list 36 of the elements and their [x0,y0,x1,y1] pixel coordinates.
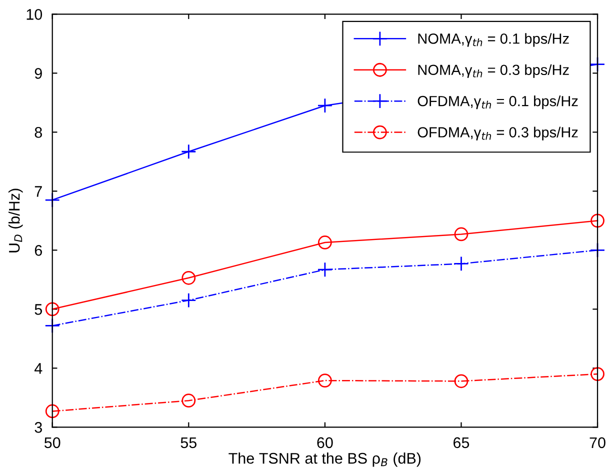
y-tick-label: 4 [34,363,42,374]
point [181,144,196,160]
point [44,318,60,334]
x-tick-label: 50 [44,437,60,448]
point [45,404,60,418]
point [44,192,60,208]
x-tick-label: 65 [454,437,470,448]
legend-label: NOMA,γ$_{th}$ = 0.1 bps/Hz [418,33,569,47]
point [454,374,468,388]
x-tick-label: 55 [180,437,197,448]
point [45,302,60,316]
y-tick-label: 5 [34,304,42,315]
point [590,214,604,228]
point [317,98,333,114]
point [318,236,332,250]
y-tick-label: 9 [34,68,42,79]
point [318,374,332,388]
y-tick-label: 8 [34,127,42,138]
point [317,262,333,278]
point [181,292,196,308]
x-tick-label: 60 [317,437,333,448]
y-axis-title: U$_{D}$ (b/Hz) [8,188,23,252]
y-tick-label: 10 [26,9,42,20]
point [454,227,468,242]
y-tick-label: 6 [34,245,42,256]
y-tick-label: 3 [34,422,42,433]
x-axis-title: The TSNR at the BS ρ$_{B}$ (dB) [228,452,421,467]
point [590,367,604,382]
legend-label: OFDMA,γ$_{th}$ = 0.1 bps/Hz [418,96,578,110]
legend-label: OFDMA,γ$_{th}$ = 0.3 bps/Hz [418,126,578,140]
point [454,256,469,272]
y-tick-label: 7 [34,186,42,197]
legend-label: NOMA,γ$_{th}$ = 0.3 bps/Hz [418,64,569,78]
point [182,270,196,285]
point [182,394,196,408]
x-tick-label: 70 [590,437,606,448]
